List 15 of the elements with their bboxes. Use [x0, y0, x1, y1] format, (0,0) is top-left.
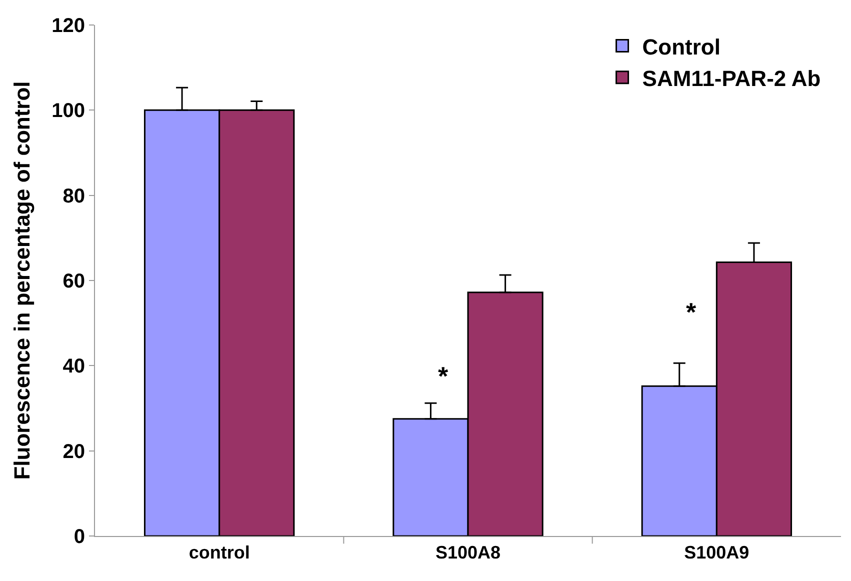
legend-label: SAM11-PAR-2 Ab	[642, 66, 821, 91]
y-tick-label: 20	[62, 440, 85, 463]
y-tick-label: 120	[52, 15, 85, 37]
x-tick-label: control	[188, 542, 250, 563]
y-tick-label: 80	[62, 185, 85, 208]
y-axis-title: Fluorescence in percentage of control	[9, 81, 34, 480]
annotation: *	[438, 361, 449, 391]
x-tick-label: S100A8	[435, 542, 501, 563]
y-tick-label: 0	[74, 526, 85, 548]
y-tick-label: 40	[62, 356, 85, 378]
y-tick-label: 100	[52, 100, 85, 122]
y-tick-label: 60	[62, 270, 85, 292]
legend-label: Control	[642, 34, 720, 60]
x-tick-label: S100A9	[684, 542, 750, 563]
annotation: *	[686, 297, 697, 327]
